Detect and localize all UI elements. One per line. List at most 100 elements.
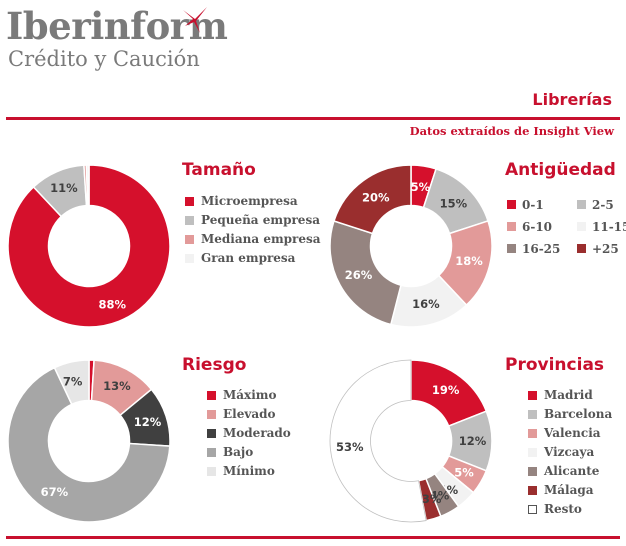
- legend-swatch: [507, 244, 516, 253]
- data-label-microempresa: 88%: [98, 298, 126, 312]
- legend-tamano: Microempresa Pequeña empresa Mediana empre…: [185, 192, 321, 268]
- legend-item-pequena-empresa: Pequeña empresa: [185, 211, 321, 230]
- legend-item-valencia: Valencia: [528, 424, 612, 443]
- legend-item-0-1: 0-1: [507, 194, 577, 216]
- legend-label: 16-25: [522, 242, 561, 256]
- legend-swatch: [207, 429, 216, 438]
- logo-wordmark: Iberinform: [6, 4, 228, 48]
- legend-swatch: [185, 216, 194, 225]
- data-label-2-5: 15%: [440, 197, 468, 211]
- slice-minimo: [53, 359, 90, 406]
- legend-item-madrid: Madrid: [528, 386, 612, 405]
- data-label-barcelona: 12%: [459, 434, 487, 448]
- legend-swatch: [207, 391, 216, 400]
- legend-label: Málaga: [544, 483, 594, 497]
- legend-label: 11-15: [592, 220, 626, 234]
- page-title: Librerías: [532, 90, 612, 109]
- legend-provincias: Madrid Barcelona Valencia Vizcaya Alicante Má…: [528, 386, 612, 519]
- legend-item-bajo: Bajo: [207, 443, 291, 462]
- data-label-minimo: 7%: [63, 375, 83, 389]
- slice-25: [333, 164, 412, 235]
- legend-label: Moderado: [223, 426, 291, 440]
- data-label-pequena-empresa: 11%: [50, 181, 78, 195]
- legend-label: Gran empresa: [201, 251, 296, 265]
- legend-label: Resto: [544, 502, 582, 516]
- legend-item-2-5: 2-5: [577, 194, 626, 216]
- header-divider: [6, 117, 620, 120]
- legend-label: Valencia: [544, 426, 601, 440]
- logo-subtitle: Crédito y Caución: [8, 47, 200, 71]
- chart-title-riesgo: Riesgo: [182, 355, 247, 375]
- chart-title-provincias: Provincias: [505, 355, 605, 375]
- legend-item-moderado: Moderado: [207, 424, 291, 443]
- legend-item-maximo: Máximo: [207, 386, 291, 405]
- legend-swatch: [507, 200, 516, 209]
- legend-swatch: [528, 448, 537, 457]
- legend-swatch: [528, 410, 537, 419]
- donut-chart-tamano: 88% 11%: [7, 164, 171, 328]
- donut-chart-riesgo: 1%13%12%67%7%: [7, 359, 171, 523]
- legend-swatch: [528, 429, 537, 438]
- donut-chart-provincias: 19%12%5%4%4%3%53%: [329, 359, 493, 523]
- legend-swatch: [185, 254, 194, 263]
- legend-item-25: +25: [577, 238, 626, 260]
- data-label-alicante: 4%: [430, 489, 450, 503]
- legend-label: Máximo: [223, 388, 277, 402]
- legend-label: Vizcaya: [544, 445, 595, 459]
- chart-title-antiguedad: Antigüedad: [505, 160, 616, 180]
- legend-swatch: [528, 391, 537, 400]
- legend-label: Madrid: [544, 388, 593, 402]
- slice-gran-empresa: [85, 164, 90, 207]
- data-label-11-15: 16%: [412, 297, 440, 311]
- legend-item-6-10: 6-10: [507, 216, 577, 238]
- legend-swatch: [577, 244, 586, 253]
- legend-item-barcelona: Barcelona: [528, 405, 612, 424]
- data-label-6-10: 18%: [455, 254, 483, 268]
- legend-swatch: [528, 467, 537, 476]
- legend-swatch: [185, 235, 194, 244]
- legend-label: Mediana empresa: [201, 232, 321, 246]
- legend-item-gran-empresa: Gran empresa: [185, 249, 321, 268]
- logo-arrow-icon: [183, 7, 207, 33]
- data-label-0-1: 5%: [411, 180, 431, 194]
- legend-label: Alicante: [544, 464, 600, 478]
- legend-swatch: [507, 222, 516, 231]
- slice-bajo: [7, 366, 171, 523]
- legend-label: Bajo: [223, 445, 254, 459]
- legend-label: 0-1: [522, 198, 544, 212]
- legend-riesgo: Máximo Elevado Moderado Bajo Mínimo: [207, 386, 291, 481]
- legend-item-mediana-empresa: Mediana empresa: [185, 230, 321, 249]
- legend-label: Barcelona: [544, 407, 613, 421]
- data-label-resto: 53%: [336, 440, 364, 454]
- legend-item-vizcaya: Vizcaya: [528, 443, 612, 462]
- legend-item-elevado: Elevado: [207, 405, 291, 424]
- legend-swatch: [528, 505, 537, 514]
- legend-item-alicante: Alicante: [528, 462, 612, 481]
- slice-microempresa: [7, 164, 171, 328]
- source-note: Datos extraídos de Insight View: [409, 124, 614, 138]
- legend-label: Pequeña empresa: [201, 213, 320, 227]
- data-label-elevado: 13%: [103, 379, 131, 393]
- chart-title-tamano: Tamaño: [182, 160, 256, 180]
- data-label-malaga: 3%: [422, 492, 442, 506]
- footer-divider: [6, 536, 620, 539]
- legend-item-16-25: 16-25: [507, 238, 577, 260]
- legend-swatch: [185, 197, 194, 206]
- data-label-bajo: 67%: [41, 485, 69, 499]
- legend-label: 6-10: [522, 220, 553, 234]
- legend-label: 2-5: [592, 198, 614, 212]
- legend-item-resto: Resto: [528, 500, 612, 519]
- data-label-moderado: 12%: [134, 415, 162, 429]
- legend-item-microempresa: Microempresa: [185, 192, 321, 211]
- legend-item-minimo: Mínimo: [207, 462, 291, 481]
- legend-swatch: [207, 467, 216, 476]
- legend-item-malaga: Málaga: [528, 481, 612, 500]
- legend-item-11-15: 11-15: [577, 216, 626, 238]
- data-label-25: 20%: [362, 191, 390, 205]
- legend-label: +25: [592, 242, 619, 256]
- data-label-16-25: 26%: [345, 268, 373, 282]
- legend-label: Mínimo: [223, 464, 275, 478]
- legend-swatch: [577, 222, 586, 231]
- legend-swatch: [207, 410, 216, 419]
- slice-resto: [329, 359, 427, 523]
